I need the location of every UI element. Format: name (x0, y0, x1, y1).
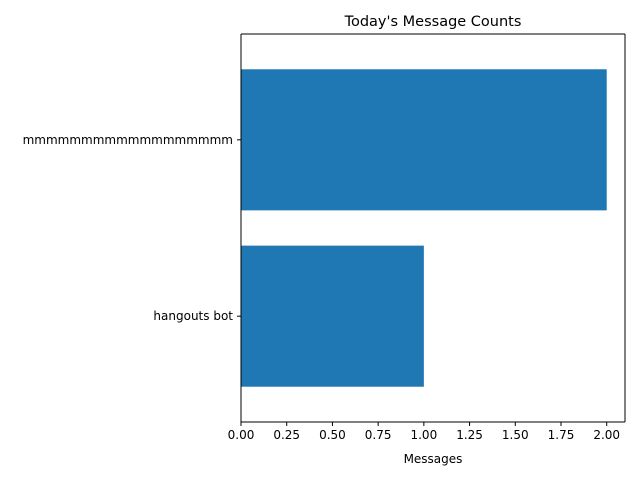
chart-title: Today's Message Counts (344, 14, 522, 30)
x-tick-label: 1.25 (456, 428, 483, 442)
y-tick-label: mmmmmmmmmmmmmmmmmm (23, 133, 233, 147)
bar (241, 69, 607, 211)
x-tick-label: 0.50 (319, 428, 346, 442)
x-axis-label: Messages (404, 452, 463, 466)
bars-layer (241, 69, 607, 387)
x-tick-label: 0.25 (273, 428, 300, 442)
x-tick-label: 2.00 (593, 428, 620, 442)
x-tick-label: 0.00 (228, 428, 255, 442)
bar (241, 245, 424, 387)
y-tick-label: hangouts bot (153, 309, 233, 323)
axes-layer: hangouts bot mmmmmmmmmmmmmmmmmm 0.00 0.25 0.… (23, 33, 626, 442)
x-tick-label: 1.75 (548, 428, 575, 442)
x-tick-label: 0.75 (365, 428, 392, 442)
x-tick-label: 1.00 (410, 428, 437, 442)
x-tick-label: 1.50 (502, 428, 529, 442)
